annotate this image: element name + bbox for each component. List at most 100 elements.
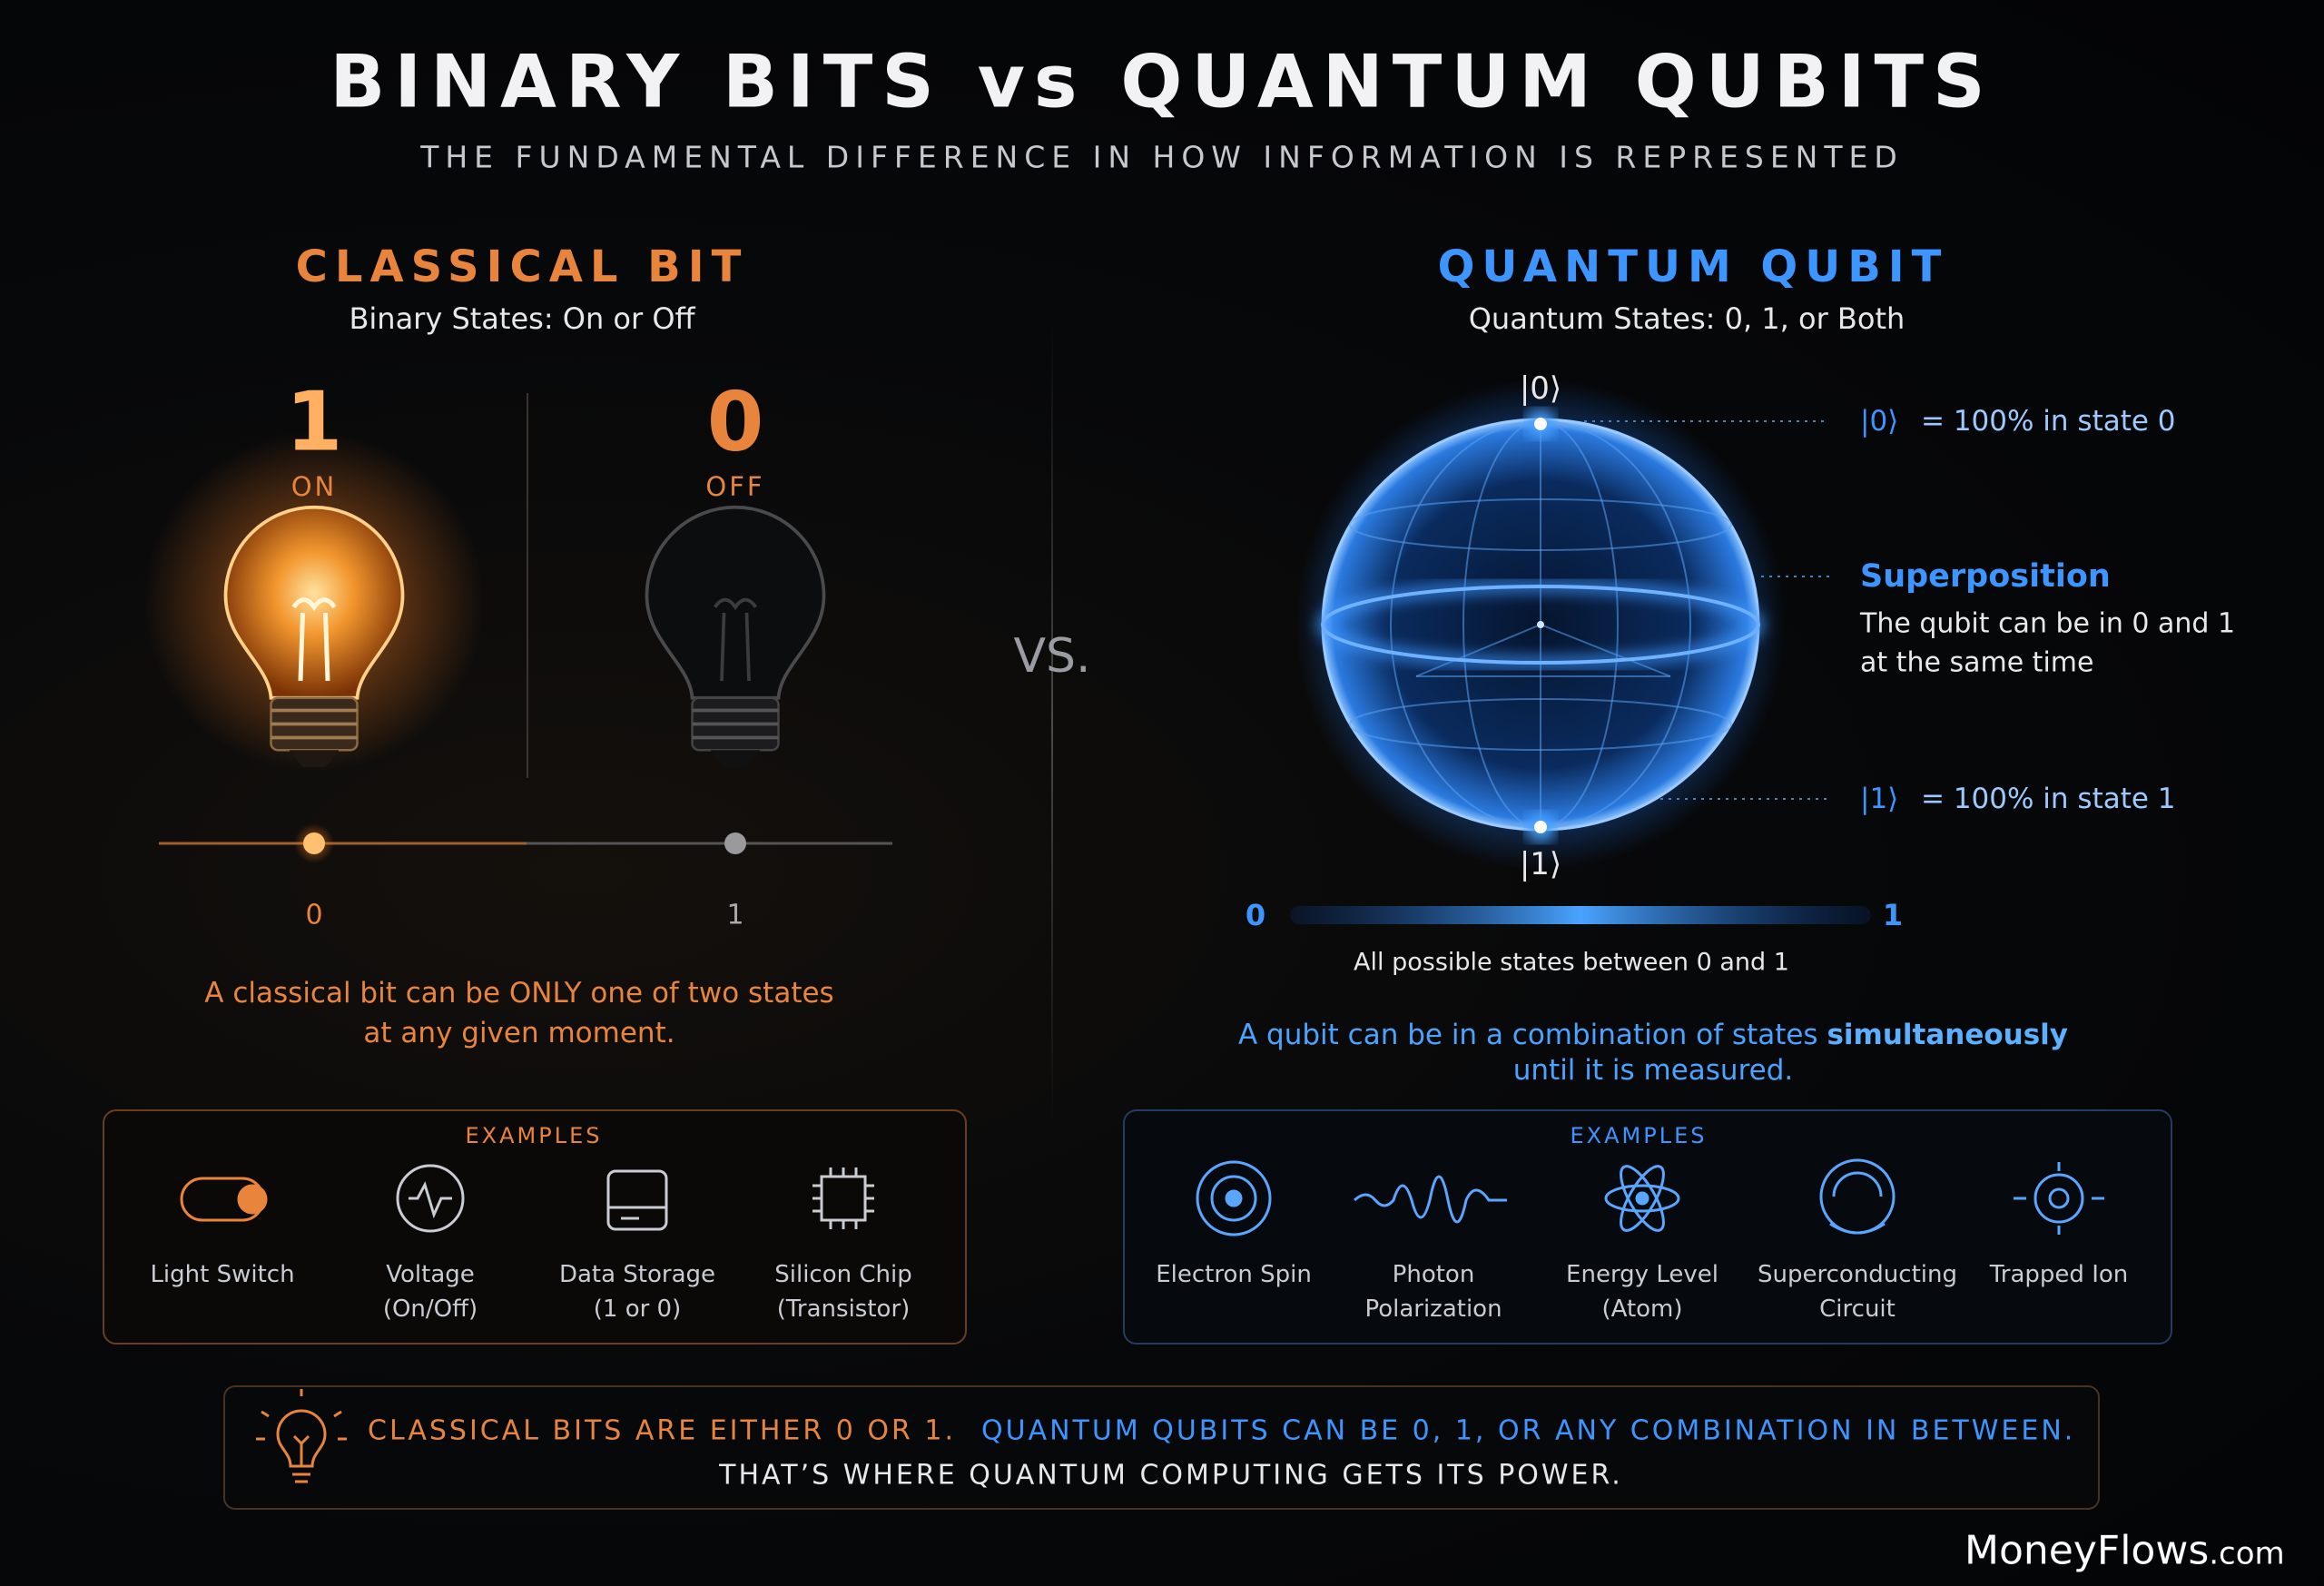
decoration: [1225, 1189, 1243, 1207]
decoration: [409, 1181, 452, 1219]
example-label: Circuit: [1819, 1295, 1896, 1323]
decoration: [1635, 1191, 1649, 1206]
examples-heading: EXAMPLES: [1570, 1123, 1708, 1148]
title: BINARY BITS vs QUANTUM QUBITS: [330, 39, 1994, 124]
decoration: [1604, 1184, 1680, 1213]
superposition-title: Superposition: [1860, 558, 2111, 595]
decoration: [1620, 1165, 1665, 1232]
subtitle: THE FUNDAMENTAL DIFFERENCE IN HOW INFORM…: [420, 139, 1904, 175]
decoration: [713, 597, 758, 682]
decoration: [103, 1109, 967, 1345]
decoration: [1534, 418, 1547, 430]
sphere-label: |0⟩: [1519, 370, 1562, 407]
decoration: [1620, 1165, 1665, 1232]
scale-caption: All possible states between 0 and 1: [1354, 948, 1789, 977]
decoration: [223, 505, 405, 700]
decoration: [1210, 1175, 1257, 1222]
annotation: = 100% in state 0: [1921, 405, 2176, 438]
footer-bulb: [256, 1389, 347, 1483]
decoration: [2034, 1173, 2084, 1224]
decoration: [1537, 621, 1544, 628]
bloch-sphere: [1295, 379, 1786, 870]
example-label: Polarization: [1364, 1295, 1502, 1323]
footer-classical: CLASSICAL BITS ARE EITHER 0 OR 1.: [368, 1414, 956, 1447]
decoration: [1829, 1171, 1886, 1235]
quantum-title: QUANTUM QUBIT: [1437, 241, 1949, 292]
example-label: (Transistor): [776, 1295, 911, 1323]
decoration: [1196, 1160, 1272, 1236]
decoration: [1353, 1175, 1507, 1224]
annotation: The qubit can be in 0 and 1: [1860, 607, 2236, 640]
decoration: [1290, 906, 1871, 924]
description: until it is measured.: [1512, 1054, 1794, 1087]
classical-title: CLASSICAL BIT: [295, 241, 749, 292]
watermark: MoneyFlows.com: [1965, 1528, 2285, 1574]
decoration: [608, 1206, 666, 1220]
decoration: [396, 1164, 465, 1233]
state-digit: 0: [706, 374, 764, 470]
scale-label: 0: [1245, 898, 1266, 932]
decoration: [1051, 319, 1053, 1127]
example-label: (Atom): [1601, 1295, 1683, 1323]
annotation: = 100% in state 1: [1921, 783, 2176, 815]
ket: |1⟩: [1860, 783, 1899, 815]
state-digit: 1: [285, 374, 343, 470]
example-label: Energy Level: [1566, 1261, 1718, 1288]
state-label: ON: [290, 471, 338, 502]
description-emphasis: simultaneously: [1827, 1019, 2069, 1051]
description-text: A qubit can be in a combination of state…: [1237, 1019, 1818, 1051]
footer-conclusion: THAT’S WHERE QUANTUM COMPUTING GETS ITS …: [719, 1459, 1623, 1492]
decoration: [1584, 420, 1831, 800]
scale-label: 0: [305, 899, 323, 931]
description: A qubit can be in a combination of state…: [1238, 1019, 2068, 1051]
example-label: (On/Off): [382, 1295, 478, 1323]
watermark-suffix: .com: [2209, 1535, 2285, 1572]
bulb-off: [645, 505, 826, 767]
example-label: Trapped Ion: [1989, 1261, 2129, 1288]
example-label: Light Switch: [150, 1261, 295, 1288]
decoration: [1534, 821, 1547, 833]
example-label: Electron Spin: [1156, 1261, 1312, 1288]
bulb-on: [143, 431, 485, 772]
state-label: OFF: [705, 471, 765, 502]
decoration: [276, 1409, 327, 1468]
example-label: Silicon Chip: [774, 1261, 912, 1288]
description: at any given moment.: [363, 1017, 675, 1049]
quantum-subtitle: Quantum States: 0, 1, or Both: [1468, 301, 1905, 336]
decoration: [710, 750, 761, 767]
decoration: [606, 1169, 668, 1231]
scale-label: 1: [726, 899, 744, 931]
scale-label: 1: [1882, 898, 1904, 932]
example-label: Superconducting: [1758, 1261, 1957, 1288]
description: A classical bit can be ONLY one of two s…: [204, 977, 834, 1010]
decoration: [291, 597, 337, 682]
vs-label: VS.: [1013, 629, 1091, 684]
decoration: [1540, 624, 1671, 677]
decoration: [271, 708, 358, 740]
decoration: [303, 832, 325, 854]
decoration: [812, 1167, 874, 1229]
classical-subtitle: Binary States: On or Off: [349, 301, 695, 336]
decoration: [1318, 582, 1763, 667]
decoration: [292, 1434, 310, 1483]
example-label: (1 or 0): [593, 1295, 682, 1323]
decoration: [645, 505, 826, 700]
decoration: [223, 1385, 2100, 1510]
example-label: Voltage: [386, 1261, 475, 1288]
decoration: [724, 832, 746, 854]
example-label: Data Storage: [558, 1261, 716, 1288]
decoration: [1415, 624, 1541, 677]
examples-heading: EXAMPLES: [465, 1123, 603, 1148]
watermark-brand: MoneyFlows: [1965, 1527, 2210, 1574]
ket: |0⟩: [1860, 405, 1899, 438]
example-label: Photon: [1392, 1261, 1475, 1288]
decoration: [2014, 1162, 2104, 1235]
decoration: [692, 708, 779, 740]
sphere-label: |1⟩: [1519, 846, 1562, 882]
classical-icons: [180, 1164, 874, 1233]
annotation: at the same time: [1860, 646, 2094, 679]
decoration: [237, 1184, 268, 1215]
quantum-icons: [1196, 1158, 2104, 1236]
